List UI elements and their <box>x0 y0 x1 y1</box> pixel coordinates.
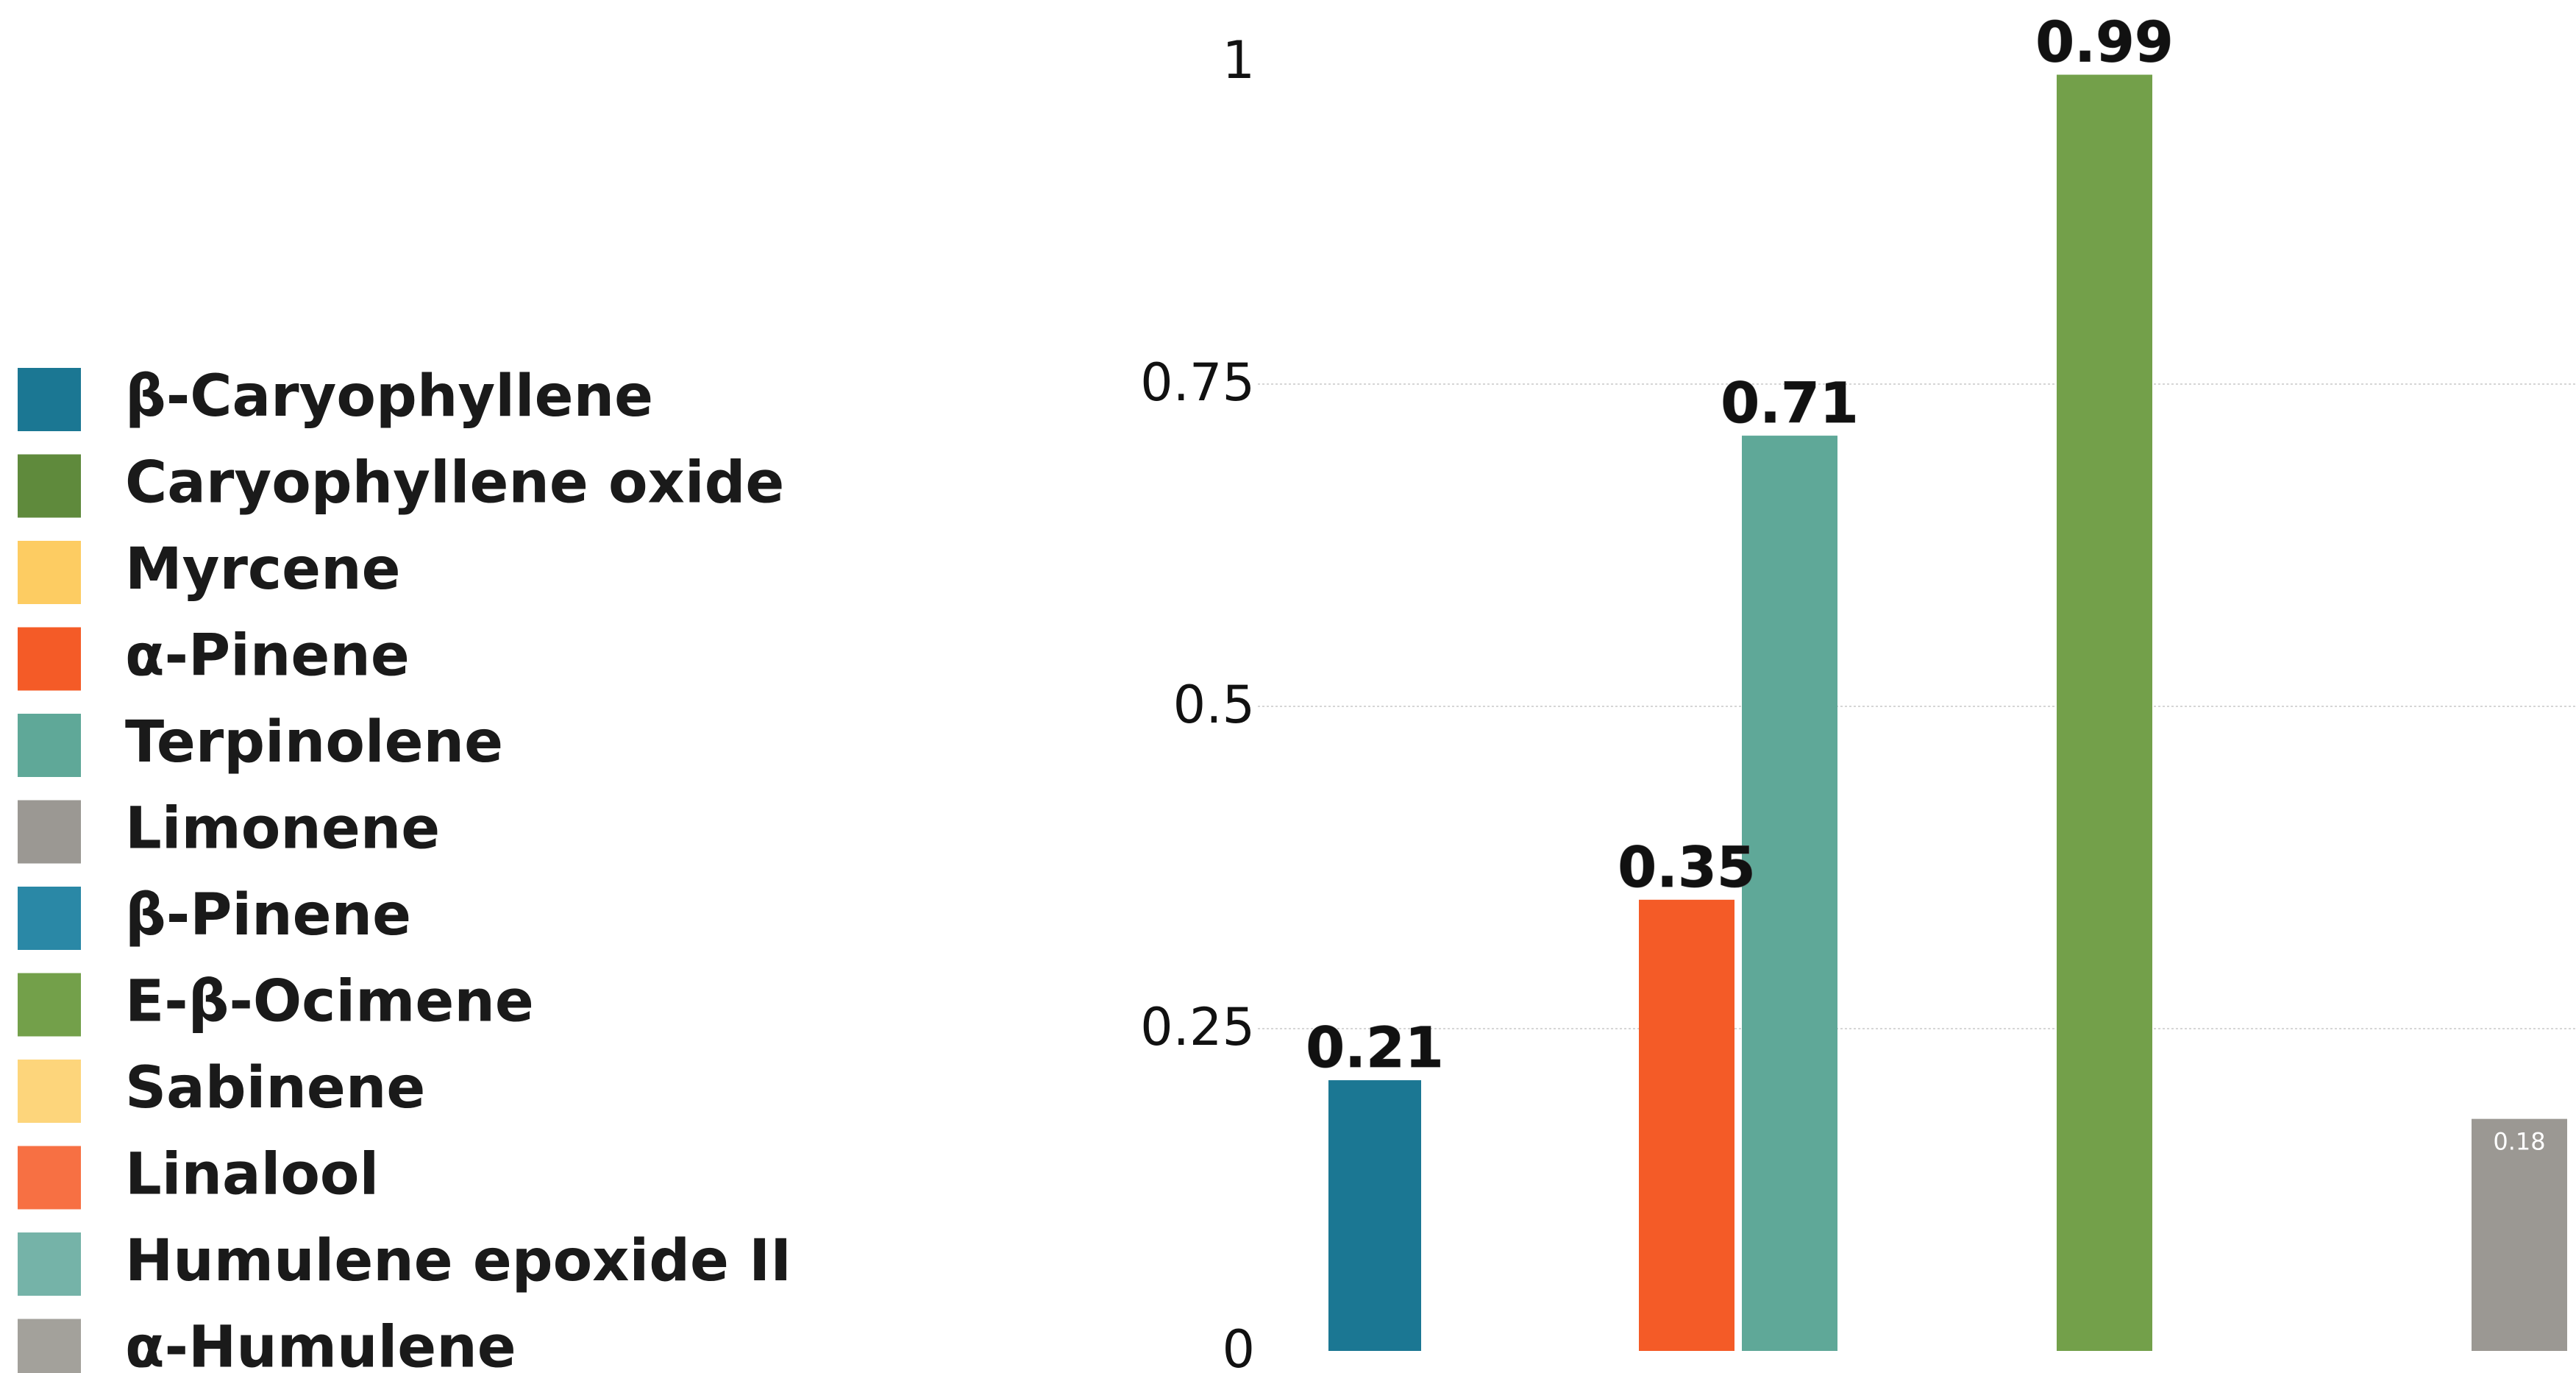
legend-swatch <box>18 973 81 1037</box>
legend-label: α-Pinene <box>125 623 410 689</box>
legend-swatch <box>18 368 81 431</box>
bar <box>1639 899 1734 1351</box>
bar-value-label: 0.21 <box>1306 1015 1444 1080</box>
bars <box>1328 74 2567 1351</box>
bar <box>1328 1080 1421 1351</box>
legend-label: Humulene epoxide II <box>125 1228 791 1294</box>
grid-lines <box>1258 383 2576 1029</box>
y-tick-label: 1 <box>1222 30 1255 91</box>
legend-swatch <box>18 541 81 604</box>
legend-label: Sabinene <box>125 1055 425 1121</box>
legend-swatch <box>18 454 81 518</box>
bar-value-label: 0.99 <box>2035 10 2174 75</box>
legend-swatch <box>18 714 81 777</box>
legend-swatch <box>18 1146 81 1210</box>
legend-label: Myrcene <box>125 536 401 603</box>
legend-label: Linalool <box>125 1142 379 1208</box>
legend-label: α-Humulene <box>125 1315 516 1373</box>
legend-label: Limonene <box>125 796 440 862</box>
bar-value-label: 0.71 <box>1721 370 1859 436</box>
legend-swatch <box>18 887 81 950</box>
bar <box>1742 436 1837 1351</box>
y-tick-label: 0.75 <box>1140 352 1255 413</box>
legend-swatch <box>18 1232 81 1296</box>
bar <box>2057 74 2152 1351</box>
legend-label: Caryophyllene oxide <box>125 450 784 517</box>
y-tick-label: 0 <box>1222 1319 1255 1373</box>
legend-label: E-β-Ocimene <box>125 969 534 1035</box>
legend-swatch <box>18 627 81 691</box>
y-tick-label: 0.25 <box>1140 997 1255 1057</box>
y-tick-label: 0.5 <box>1173 675 1255 735</box>
bar-value-labels: 0.21 0.35 0.71 0.99 0.18 <box>1306 9 2546 1156</box>
legend-swatch <box>18 1060 81 1123</box>
bar <box>2472 1118 2567 1351</box>
bar-value-label: 0.35 <box>1618 834 1756 900</box>
legend-swatch <box>18 1319 81 1373</box>
legend-swatch <box>18 800 81 864</box>
legend-label: β-Caryophyllene <box>125 363 653 430</box>
legend-label: Terpinolene <box>125 709 503 776</box>
bar-value-label: 0.18 <box>2493 1128 2545 1156</box>
legend-label: β-Pinene <box>125 882 411 948</box>
legend: β-Caryophyllene Caryophyllene oxide Myrcen… <box>18 363 791 1373</box>
y-axis-ticks: 0 0.25 0.5 0.75 1 <box>1140 30 1255 1373</box>
